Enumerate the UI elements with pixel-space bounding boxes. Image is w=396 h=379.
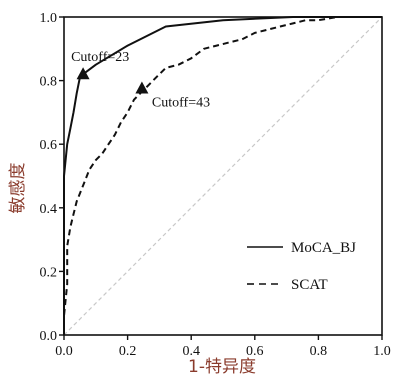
legend: MoCA_BJ SCAT — [247, 240, 356, 293]
legend-label-moca: MoCA_BJ — [291, 240, 356, 256]
cutoff-label-1: Cutoff=23 — [71, 50, 129, 65]
cutoff-marker-1 — [76, 67, 90, 80]
y-tick-label: 1.0 — [40, 11, 58, 26]
x-axis-title: 1-特异度 — [188, 357, 256, 377]
x-tick-label: 0.0 — [55, 344, 73, 359]
series-line-scat — [63, 16, 382, 335]
reference-diagonal — [63, 16, 383, 336]
y-tick-label: 0.8 — [40, 75, 58, 90]
y-tick-label: 0.0 — [40, 329, 58, 344]
plot-frame — [63, 16, 383, 336]
y-tick-label: 0.2 — [40, 265, 58, 280]
y-tick-label: 0.6 — [40, 138, 58, 153]
x-tick-label: 0.2 — [119, 344, 137, 359]
annotation-layer: Cutoff=23 Cutoff=43 — [71, 50, 210, 110]
x-tick-label: 1.0 — [373, 344, 391, 359]
cutoff-label-2: Cutoff=43 — [152, 96, 210, 111]
y-tick-label: 0.4 — [40, 202, 58, 217]
legend-label-scat: SCAT — [291, 277, 328, 293]
x-tick-label: 0.4 — [182, 344, 200, 359]
tick-layer: 0.0 0.2 0.4 0.6 0.8 1.0 0.0 0.2 0.4 0.6 0.8 1.0 — [40, 11, 391, 359]
x-tick-label: 0.6 — [246, 344, 264, 359]
y-axis-title: 敏感度 — [8, 163, 28, 214]
cutoff-marker-2 — [135, 81, 149, 94]
x-tick-label: 0.8 — [310, 344, 328, 359]
reference-diagonal-layer — [63, 16, 383, 336]
